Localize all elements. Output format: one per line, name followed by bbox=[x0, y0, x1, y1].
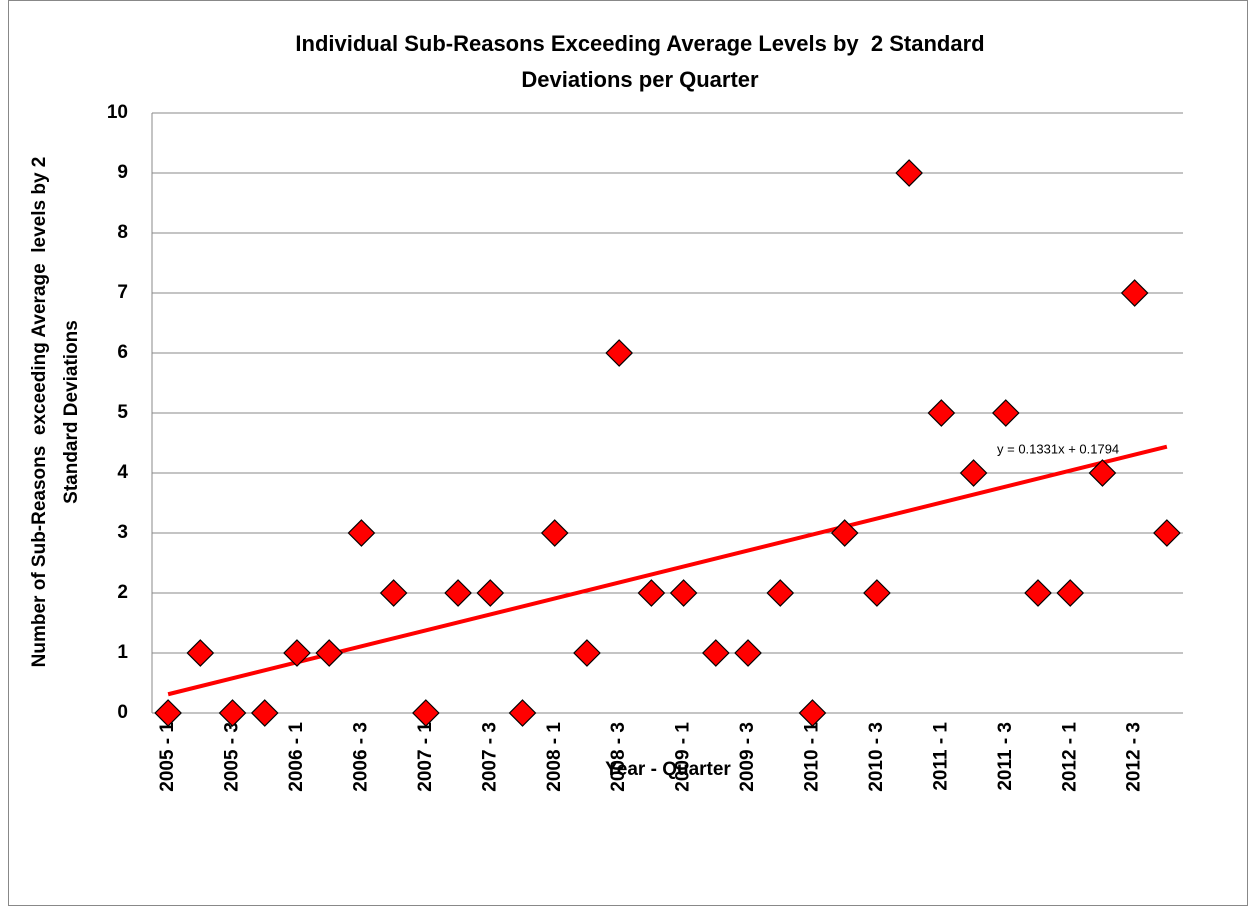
point bbox=[283, 639, 311, 667]
point bbox=[637, 579, 666, 607]
y-axis-title: Number of Sub-Reasons exceeding Average … bbox=[29, 157, 50, 668]
y-tick-label: 10 bbox=[107, 102, 128, 123]
point bbox=[1153, 519, 1181, 547]
point bbox=[830, 519, 859, 547]
x-tick-label: 2010 - 1 bbox=[802, 722, 823, 792]
point bbox=[1088, 459, 1117, 487]
x-tick-label: 2008 - 3 bbox=[608, 722, 629, 792]
y-tick-label: 4 bbox=[117, 462, 128, 483]
x-tick-label: 2012 - 3 bbox=[1124, 722, 1145, 792]
point bbox=[669, 579, 698, 607]
point bbox=[412, 699, 440, 727]
point bbox=[863, 579, 891, 607]
trendline-label: y = 0.1331x + 0.1794 bbox=[997, 441, 1119, 456]
x-tick-label: 2011 - 3 bbox=[995, 722, 1016, 791]
point bbox=[379, 579, 408, 607]
y-tick-label: 8 bbox=[117, 222, 128, 243]
x-tick-label: 2008 - 1 bbox=[544, 722, 565, 792]
point bbox=[347, 519, 376, 547]
point bbox=[444, 579, 472, 607]
point bbox=[734, 639, 762, 667]
point bbox=[798, 699, 827, 727]
point bbox=[959, 459, 988, 487]
point bbox=[1120, 279, 1149, 307]
x-tick-label: 2009 - 1 bbox=[673, 722, 694, 792]
y-tick-label: 3 bbox=[117, 522, 128, 543]
x-axis-title: Year - Quarter bbox=[605, 759, 731, 780]
point bbox=[250, 699, 279, 727]
x-tick-label: 2006 - 1 bbox=[286, 722, 307, 792]
y-tick-label: 6 bbox=[117, 342, 128, 363]
y-tick-label: 2 bbox=[117, 582, 128, 603]
point bbox=[1056, 579, 1085, 607]
y-tick-label: 0 bbox=[117, 702, 128, 723]
x-tick-label: 2012 - 1 bbox=[1059, 722, 1080, 792]
x-tick-label: 2009 - 3 bbox=[737, 722, 758, 792]
chart-title: Individual Sub-Reasons Exceeding Average… bbox=[295, 31, 984, 56]
point bbox=[540, 519, 569, 547]
point bbox=[895, 159, 923, 187]
y-tick-label: 7 bbox=[117, 282, 128, 303]
y-tick-label: 9 bbox=[117, 162, 128, 183]
y-tick-label: 5 bbox=[117, 402, 128, 423]
x-tick-label: 2007 - 1 bbox=[415, 722, 436, 792]
x-tick-label: 2006 - 3 bbox=[350, 722, 371, 792]
x-tick-label: 2005 - 3 bbox=[222, 722, 243, 792]
x-tick-label: 2005 - 1 bbox=[157, 722, 178, 792]
y-tick-label: 1 bbox=[117, 642, 128, 663]
point bbox=[1024, 579, 1052, 607]
chart-title: Deviations per Quarter bbox=[521, 67, 759, 92]
point bbox=[991, 399, 1020, 427]
x-tick-label: 2011 - 1 bbox=[930, 722, 951, 791]
point bbox=[573, 639, 601, 667]
point bbox=[508, 699, 537, 727]
point bbox=[766, 579, 795, 607]
chart-frame bbox=[8, 0, 1248, 906]
point bbox=[154, 699, 182, 727]
point bbox=[701, 639, 730, 667]
x-tick-label: 2010 - 3 bbox=[866, 722, 887, 792]
point bbox=[927, 399, 956, 427]
point bbox=[605, 339, 634, 367]
point bbox=[218, 699, 247, 727]
x-tick-label: 2007 - 3 bbox=[479, 722, 500, 792]
y-axis-title: Standard Deviations bbox=[61, 320, 82, 504]
point bbox=[186, 639, 215, 667]
point bbox=[476, 579, 505, 607]
point bbox=[315, 639, 344, 667]
